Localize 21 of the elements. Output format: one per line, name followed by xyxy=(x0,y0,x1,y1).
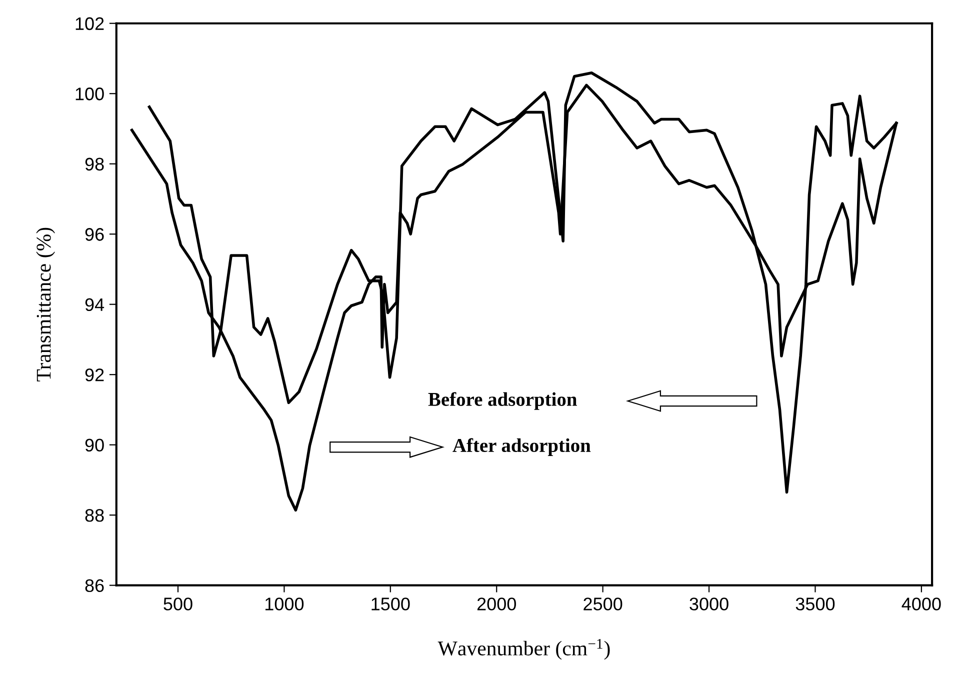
y-tick-label: 100 xyxy=(76,88,104,100)
y-tick-label: 86 xyxy=(85,579,104,592)
x-tick-label: 500 xyxy=(164,598,192,610)
x-tick-label: 3500 xyxy=(796,598,835,610)
x-tick-label: 1500 xyxy=(372,598,410,610)
x-axis-title: Wavenumber (cm$^{−1}$) xyxy=(438,638,610,660)
y-tick-label: 98 xyxy=(85,158,104,171)
annotation: Before adsorption xyxy=(428,392,577,410)
y-tick-label: 90 xyxy=(85,438,104,452)
x-tick-label: 4000 xyxy=(902,598,941,610)
y-tick-label: 94 xyxy=(85,298,104,312)
y-tick-label: 96 xyxy=(85,228,104,241)
x-tick-label: 2000 xyxy=(477,598,516,610)
y-tick-label: 102 xyxy=(76,17,104,30)
x-tick-label: 1000 xyxy=(265,598,304,610)
y-tick-label: 88 xyxy=(85,509,104,522)
annotation: After adsorption xyxy=(452,438,591,456)
y-axis-title: Transmittance (%) xyxy=(36,228,56,382)
x-tick-label: 3000 xyxy=(690,598,728,610)
x-tick-label: 2500 xyxy=(584,598,622,610)
y-tick-label: 92 xyxy=(85,368,104,382)
